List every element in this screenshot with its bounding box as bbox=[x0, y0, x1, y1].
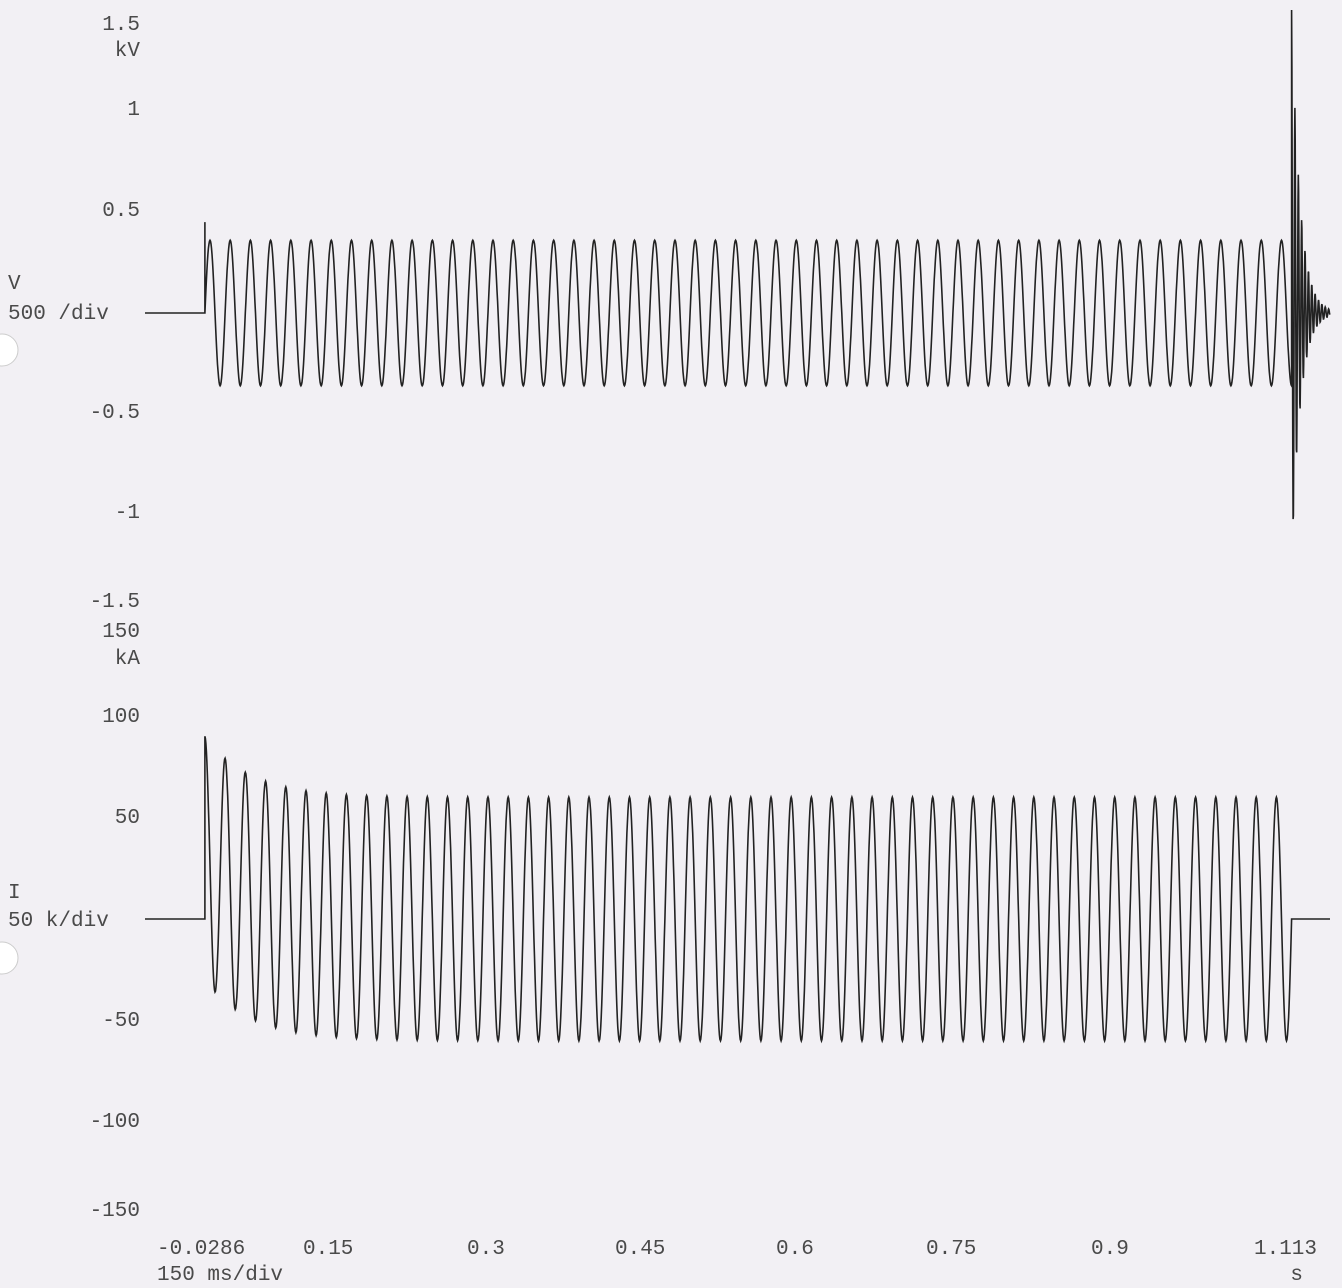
time-tick: -0.0286 bbox=[157, 1238, 245, 1261]
current-tick: -50 bbox=[102, 1010, 140, 1033]
voltage-top-label: 1.5 bbox=[102, 14, 140, 37]
voltage-tick: -0.5 bbox=[90, 402, 140, 425]
time-tick: 0.6 bbox=[776, 1238, 814, 1261]
voltage-tick: -1.5 bbox=[90, 591, 140, 614]
current-top-label: 150 bbox=[102, 621, 140, 644]
time-tick: 0.45 bbox=[615, 1238, 665, 1261]
voltage-panel: 1.5 kV 1 0.5 -0.5 -1 -1.5 V 500 /div bbox=[8, 9, 1331, 614]
voltage-scale-label: 500 /div bbox=[8, 303, 109, 326]
current-tick: -150 bbox=[90, 1200, 140, 1223]
time-tick: 0.3 bbox=[467, 1238, 505, 1261]
voltage-tick: -1 bbox=[115, 502, 140, 525]
current-waveform bbox=[176, 736, 1330, 1044]
current-tick: 50 bbox=[115, 807, 140, 830]
time-tick: 1.113 bbox=[1254, 1238, 1317, 1261]
current-scale-label: 50 k/div bbox=[8, 910, 109, 933]
voltage-tick: 1 bbox=[127, 99, 140, 122]
voltage-waveform bbox=[176, 9, 1331, 520]
current-tick: -100 bbox=[90, 1111, 140, 1134]
time-tick: 0.9 bbox=[1091, 1238, 1129, 1261]
time-unit-label: s bbox=[1290, 1264, 1303, 1287]
current-tick: 100 bbox=[102, 706, 140, 729]
time-axis: -0.0286 0.15 0.3 0.45 0.6 0.75 0.9 1.113… bbox=[157, 1238, 1317, 1287]
time-scale-label: 150 ms/div bbox=[157, 1264, 283, 1287]
time-tick: 0.75 bbox=[926, 1238, 976, 1261]
binder-hole-top bbox=[0, 333, 19, 367]
current-unit-label: kA bbox=[115, 648, 141, 671]
time-tick: 0.15 bbox=[303, 1238, 353, 1261]
voltage-unit-label: kV bbox=[115, 40, 141, 63]
voltage-tick: 0.5 bbox=[102, 200, 140, 223]
voltage-channel-label: V bbox=[8, 273, 21, 296]
binder-hole-bottom bbox=[0, 941, 19, 975]
current-panel: 150 kA 100 50 -50 -100 -150 I 50 k/div bbox=[8, 621, 1330, 1223]
current-channel-label: I bbox=[8, 882, 21, 905]
